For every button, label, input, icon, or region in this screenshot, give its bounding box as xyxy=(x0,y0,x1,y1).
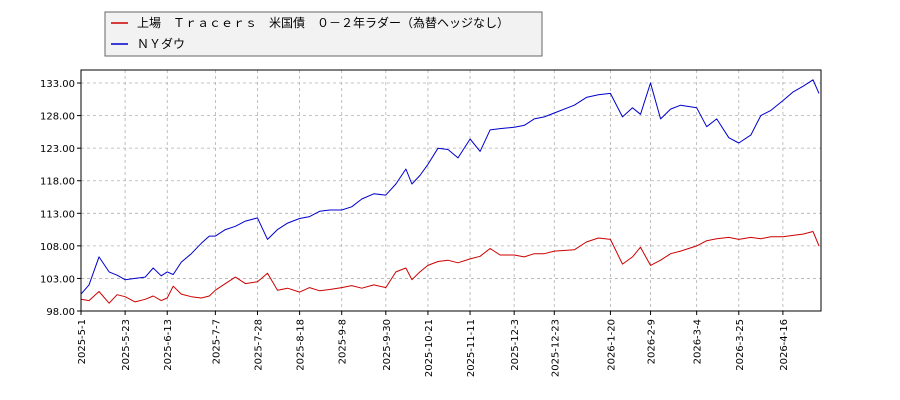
series-line-1 xyxy=(80,231,820,304)
plot-frame xyxy=(80,69,822,312)
x-tick-label: 2026-3-25 xyxy=(735,319,746,371)
x-tick-label: 2025-7-7 xyxy=(211,319,222,364)
x-tick-label: 2025-5-23 xyxy=(121,319,132,371)
legend-label-series-2: ＮＹダウ xyxy=(137,36,185,51)
x-tick-label: 2026-4-16 xyxy=(779,319,790,371)
series-line-2 xyxy=(80,79,820,295)
legend-box xyxy=(104,11,543,57)
x-tick-label: 2026-1-20 xyxy=(606,319,617,371)
gridlines xyxy=(80,70,821,312)
y-tick-label: 103.00 xyxy=(40,274,75,285)
x-tick-label: 2026-2-9 xyxy=(647,319,658,364)
legend-label-series-1: 上場 Ｔｒａｃｅｒｓ 米国債 ０－２年ラダー（為替ヘッジなし） xyxy=(137,15,509,30)
x-tick-label: 2025-5-1 xyxy=(77,319,88,364)
x-tick-label: 2025-8-18 xyxy=(296,319,307,371)
x-tick-label: 2025-10-21 xyxy=(424,319,435,377)
x-tick-label: 2025-12-23 xyxy=(550,319,561,377)
y-tick-label: 113.00 xyxy=(40,209,75,220)
legend: 上場 Ｔｒａｃｅｒｓ 米国債 ０－２年ラダー（為替ヘッジなし） ＮＹダウ xyxy=(104,11,543,57)
x-tick-label: 2025-6-13 xyxy=(163,319,174,371)
y-axis: 98.00 103.00 108.00 113.00 118.00 123.00 128.0… xyxy=(40,79,81,318)
x-tick-label: 2025-12-3 xyxy=(510,319,521,371)
x-axis: 2025-5-1 2025-5-23 2025-6-13 2025-7-7 2025-7… xyxy=(77,311,790,377)
series-lines xyxy=(80,79,820,304)
x-tick-label: 2025-9-8 xyxy=(338,319,349,364)
x-tick-label: 2026-3-4 xyxy=(693,319,704,364)
y-tick-label: 108.00 xyxy=(40,242,75,253)
x-tick-label: 2025-7-28 xyxy=(253,319,264,371)
y-tick-label: 118.00 xyxy=(40,177,75,188)
x-tick-label: 2025-9-30 xyxy=(382,319,393,371)
y-tick-label: 98.00 xyxy=(46,307,75,318)
x-tick-label: 2025-11-11 xyxy=(466,319,477,377)
y-tick-label: 128.00 xyxy=(40,112,75,123)
y-tick-label: 133.00 xyxy=(40,79,75,90)
y-tick-label: 123.00 xyxy=(40,144,75,155)
